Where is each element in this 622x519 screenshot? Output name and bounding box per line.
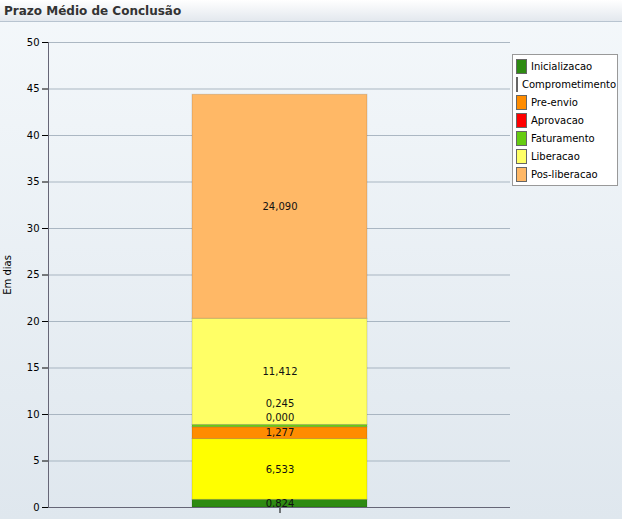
html-text:Comprometimento: Comprometimento <box>522 78 617 90</box>
svg-text:24,090: 24,090 <box>263 201 298 212</box>
html-text:Inicializacao: Inicializacao <box>531 60 593 72</box>
svg-text:11,412: 11,412 <box>263 366 298 377</box>
svg-text:15: 15 <box>27 362 40 373</box>
svg-text:25: 25 <box>27 269 40 280</box>
svg-text:50: 50 <box>27 37 40 48</box>
svg-text:20: 20 <box>27 316 40 327</box>
svg-text:40: 40 <box>27 130 40 141</box>
html-text:Prazo Médio de Conclusão: Prazo Médio de Conclusão <box>4 4 182 18</box>
html-text:Aprovacao: Aprovacao <box>531 114 584 126</box>
svg-text:Em dias: Em dias <box>2 255 13 295</box>
svg-text:30: 30 <box>27 223 40 234</box>
html-text:Faturamento: Faturamento <box>531 132 595 144</box>
svg-text:5: 5 <box>33 455 39 466</box>
html-text:Pos-liberacao: Pos-liberacao <box>531 168 598 180</box>
svg-text:10: 10 <box>27 409 40 420</box>
svg-text:6,533: 6,533 <box>266 464 295 475</box>
svg-text:0,000: 0,000 <box>266 412 295 423</box>
svg-text:0: 0 <box>33 502 39 513</box>
svg-text:0,245: 0,245 <box>266 398 295 409</box>
html-text:Pre-envio: Pre-envio <box>531 96 578 108</box>
html-text:Liberacao: Liberacao <box>531 150 580 162</box>
svg-text:45: 45 <box>27 83 40 94</box>
svg-text:35: 35 <box>27 176 40 187</box>
svg-text:0,824: 0,824 <box>265 497 295 509</box>
svg-text:1,277: 1,277 <box>266 427 295 438</box>
